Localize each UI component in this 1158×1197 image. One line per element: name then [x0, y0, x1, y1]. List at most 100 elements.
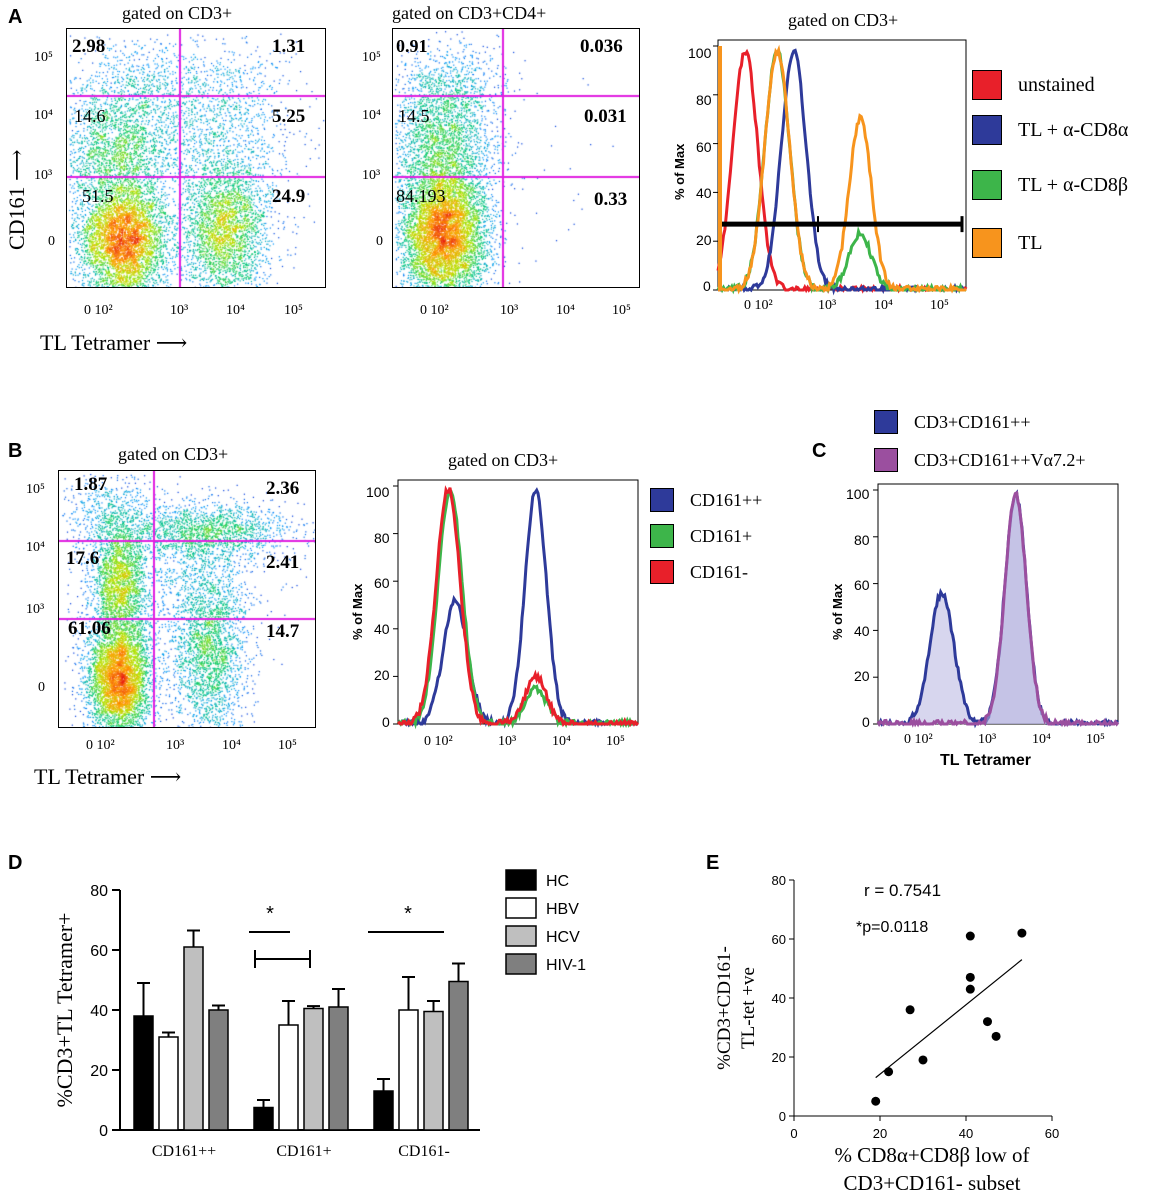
b-hist-ytick-60: 60 [374, 575, 390, 591]
d-bar [423, 1010, 444, 1131]
d-bar [373, 1090, 394, 1131]
e-xlabel: % CD8α+CD8β low of [834, 1143, 1029, 1167]
b-legend-cd161m: CD161- [650, 560, 748, 584]
panel-a-xlabel: TL Tetramer ⟶ [40, 330, 187, 356]
c-hist-ytick-80: 80 [854, 532, 870, 548]
c-hist-xtick-104: 10⁴ [1032, 732, 1051, 747]
a-hist-xtick-104: 10⁴ [874, 298, 893, 313]
a1-q-mr: 5.25 [272, 106, 306, 127]
a-legend-swatch-blue [972, 115, 1002, 145]
d-bar [208, 1009, 229, 1131]
e-r-text: r = 0.7541 [864, 881, 941, 900]
a-hist-xtick-0: 0 10² [744, 298, 773, 313]
panel-b-xlabel-arrow: ⟶ [149, 764, 182, 789]
b-hist-xtick-105: 10⁵ [606, 734, 625, 749]
a1-xtick-104: 10⁴ [226, 303, 245, 318]
a1-xtick-105: 10⁵ [284, 303, 303, 318]
c-hist-xtick-0: 0 10² [904, 732, 933, 747]
hist-series-line [396, 485, 640, 728]
b-ytick-0: 0 [38, 680, 45, 695]
b-xtick-103: 10³ [166, 738, 185, 753]
a1-q-ll: 51.5 [82, 186, 114, 206]
panel-a-plot1-gate: gated on CD3+ [122, 3, 233, 23]
a2-q-ul: 0.91 [396, 36, 428, 56]
c-hist-xtick-105: 10⁵ [1086, 732, 1105, 747]
a-legend-tl-cd8a: TL + α-CD8α [972, 115, 1128, 145]
a2-q-ur: 0.036 [580, 36, 623, 57]
e-xtick-label: 0 [790, 1126, 797, 1141]
e-point [965, 984, 975, 994]
d-legend-swatch [505, 869, 537, 891]
b-hist-xtick-103: 10³ [498, 734, 517, 749]
a1-ytick-103: 10³ [34, 168, 53, 183]
d-legend-label: HBV [546, 901, 579, 918]
a-hist-ytick-80: 80 [696, 92, 712, 108]
e-point [965, 931, 975, 941]
e-ytick-label: 60 [772, 932, 786, 947]
a2-ytick-0: 0 [376, 234, 383, 249]
a-legend-swatch-red [972, 70, 1002, 100]
a-legend-label: TL + α-CD8α [1018, 118, 1129, 141]
e-point [884, 1067, 894, 1077]
a1-xtick-103: 10³ [170, 303, 189, 318]
panel-c-histogram [873, 483, 1120, 729]
e-point [1017, 928, 1027, 938]
c-legend-swatch-purple [874, 448, 898, 472]
a1-ytick-104: 10⁴ [34, 108, 53, 123]
panel-b-gate: gated on CD3+ [118, 444, 229, 464]
d-legend-label: HCV [546, 929, 580, 946]
panel-a-letter: A [8, 6, 23, 28]
d-legend-label: HIV-1 [546, 957, 586, 974]
a-legend-label: TL + α-CD8β [1018, 173, 1129, 196]
e-point [965, 972, 975, 982]
panel-d-chart-svg: 0 20 40 60 80 %CD3+TL Tetramer+ CD161++ CD161+ C… [52, 869, 586, 1160]
d-legend-swatch [505, 953, 537, 975]
panel-a-xlabel-arrow: ⟶ [155, 330, 188, 355]
d-bar [303, 1007, 324, 1131]
a-legend-tl: TL [972, 228, 1042, 258]
a-hist-ytick-40: 40 [696, 185, 712, 201]
c-legend-swatch-blue [874, 410, 898, 434]
e-fit-line [875, 959, 1023, 1079]
hist-area-1 [878, 492, 1118, 724]
d-bar [278, 1024, 299, 1131]
b-legend-label: CD161- [690, 561, 748, 582]
d-legend-swatch [505, 897, 537, 919]
b-legend-swatch-green [650, 524, 674, 548]
e-point [905, 1005, 915, 1015]
panel-e-chart: 0 20 40 60 80 0 20 40 60 r = 0.7541 *p=0.0118 %CD3+… [700, 860, 1150, 1195]
d-category-label: CD161- [398, 1143, 450, 1160]
a1-q-lr: 24.9 [272, 186, 306, 207]
hist-series-line [718, 44, 967, 295]
panel-c-histogram-svg [873, 483, 1120, 729]
b-q-ml: 17.6 [66, 548, 100, 569]
panel-a-plot2-dotplot [392, 28, 640, 288]
panel-a-plot1-dotplot [66, 28, 326, 288]
e-ytick-label: 20 [772, 1050, 786, 1065]
d-bar [158, 1036, 179, 1131]
e-point [991, 1031, 1001, 1041]
panel-b-dotplot [58, 470, 316, 728]
b-legend-label: CD161++ [690, 489, 763, 510]
panel-a-plot2-gate: gated on CD3+CD4+ [392, 3, 547, 23]
b-q-ll: 61.06 [68, 618, 111, 639]
a-hist-ytick-60: 60 [696, 139, 712, 155]
panel-b-hist-gate: gated on CD3+ [448, 450, 559, 470]
d-legend-label: HC [546, 873, 569, 890]
e-point [871, 1096, 881, 1106]
d-ytick-label: 80 [90, 883, 108, 900]
panel-d-letter: D [8, 852, 23, 874]
d-bar [253, 1106, 274, 1131]
a2-q-lr: 0.33 [594, 189, 628, 210]
b-xtick-0: 0 10² [86, 738, 115, 753]
c-legend-label: CD3+CD161++Vα7.2+ [914, 449, 1086, 470]
b-xtick-105: 10⁵ [278, 738, 297, 753]
c-legend-va72: CD3+CD161++Vα7.2+ [874, 448, 1086, 472]
panel-b-letter: B [8, 440, 23, 462]
panel-a-xlabel-text: TL Tetramer [40, 330, 151, 355]
panel-a-ylabel-arrow: ⟶ [4, 149, 29, 181]
d-bar [448, 980, 469, 1131]
b-hist-ytick-20: 20 [374, 667, 390, 683]
d-category-label: CD161+ [276, 1143, 331, 1160]
e-ytick-label: 40 [772, 991, 786, 1006]
